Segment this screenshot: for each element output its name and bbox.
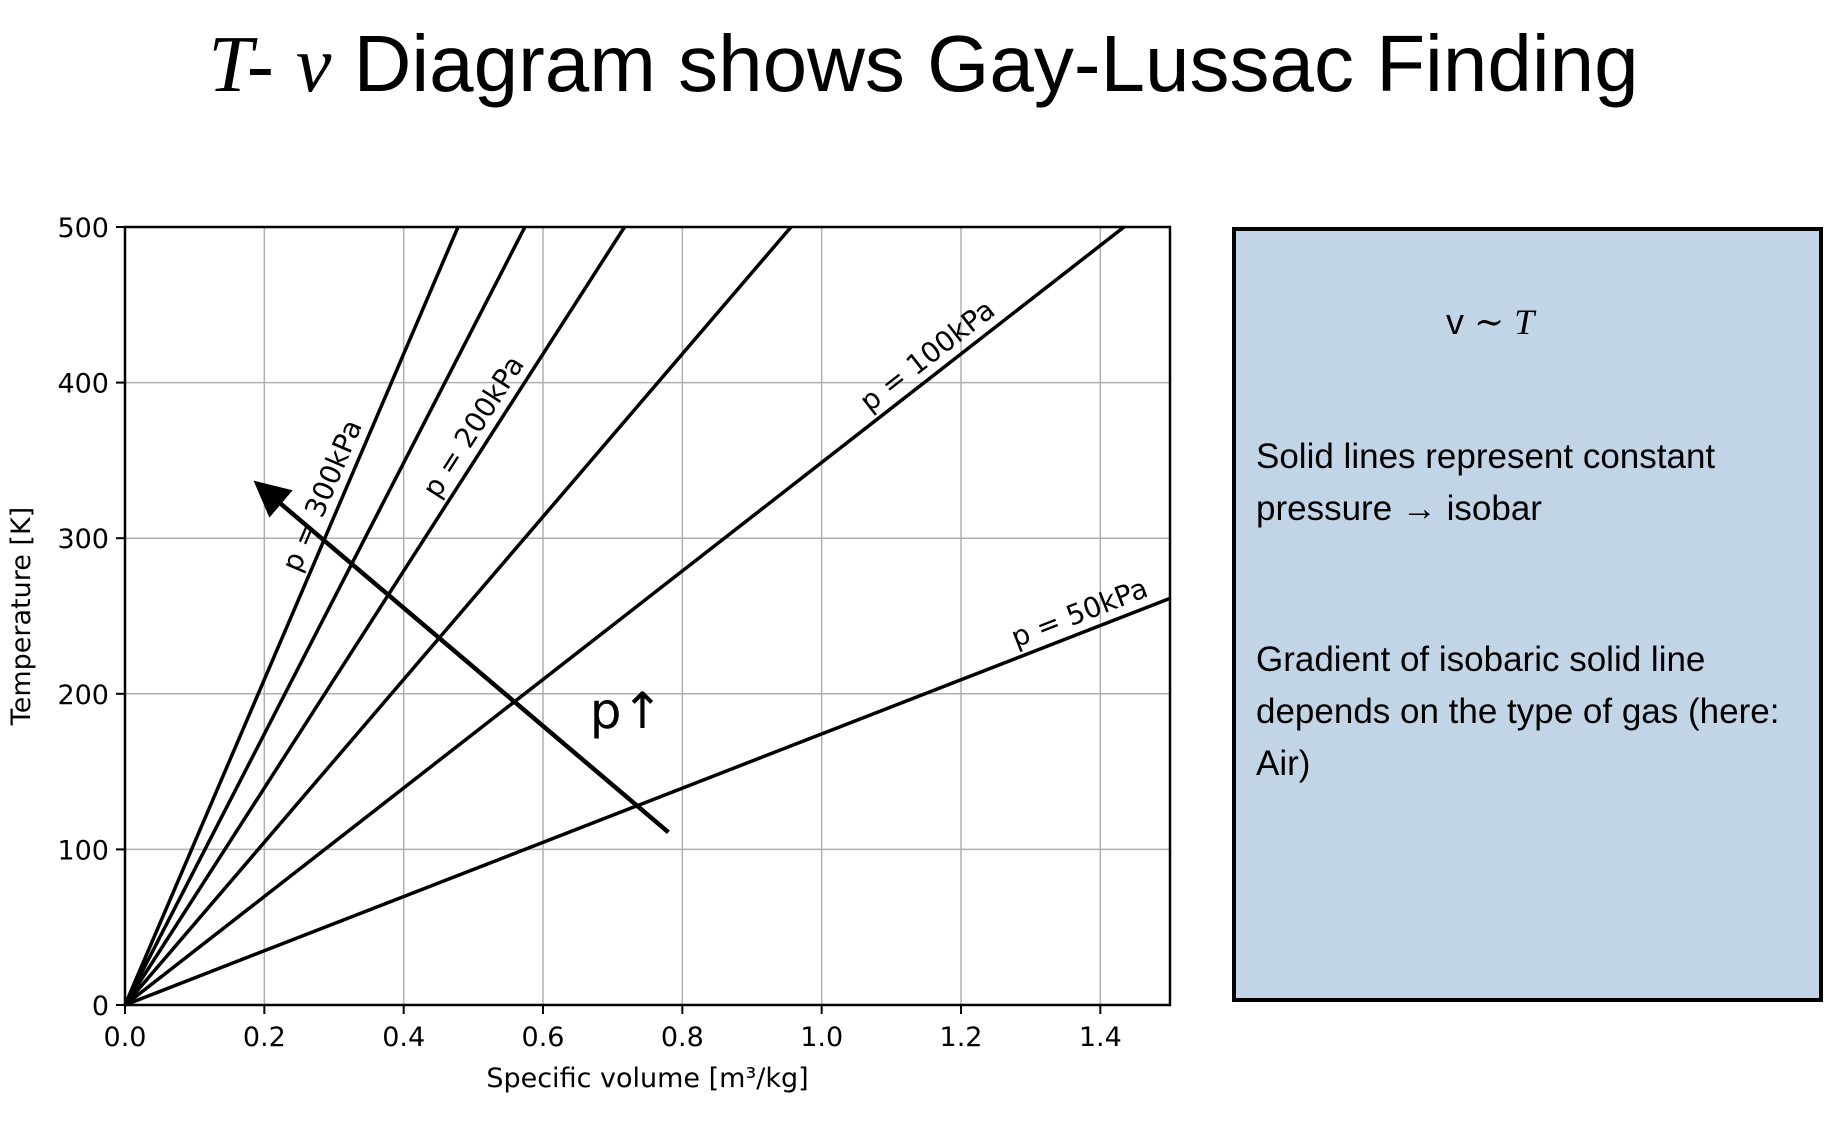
title-symbol-v: v [295, 21, 332, 109]
chart-series [123, 225, 1171, 1007]
x-tick-label: 0.8 [661, 1022, 704, 1053]
x-tick-label: 0.4 [382, 1022, 425, 1053]
note-gradient-text: Gradient of isobaric solid line depends … [1256, 640, 1780, 783]
x-tick-label: 1.0 [800, 1022, 843, 1053]
y-tick-label: 400 [57, 369, 109, 400]
isobar-line [123, 226, 527, 1006]
x-axis-ticks: 0.0 0.2 0.4 0.6 0.8 1.0 1.2 1.4 [104, 1005, 1122, 1053]
y-axis-label: Temperature [K] [6, 507, 37, 726]
isobar-label: p = 100kPa [853, 293, 1001, 418]
x-tick-label: 1.2 [940, 1022, 983, 1053]
y-tick-label: 100 [57, 835, 109, 866]
isobar-line [124, 596, 1171, 1007]
x-tick-label: 0.6 [522, 1022, 565, 1053]
y-tick-label: 500 [57, 213, 109, 244]
y-axis-ticks: 0 100 200 300 400 500 [57, 213, 125, 1022]
isobar-label: p = 200kPa [416, 350, 531, 504]
x-tick-label: 0.0 [104, 1022, 147, 1053]
chart-grid [124, 226, 1170, 1006]
isobar-line [123, 226, 460, 1006]
x-tick-label: 1.4 [1079, 1022, 1122, 1053]
note-isobar-text: Solid lines represent constant pressure … [1256, 437, 1716, 528]
note-box: v ~ T Solid lines represent constant pre… [1232, 227, 1823, 1002]
title-text: Diagram shows Gay-Lussac Finding [353, 19, 1639, 108]
isobar-label: p = 300kPa [275, 415, 369, 576]
formula-tilde: ~ [1474, 302, 1505, 343]
isobar-line [123, 226, 626, 1006]
isobar-line [123, 225, 793, 1007]
y-tick-label: 300 [57, 524, 109, 555]
formula-T: T [1514, 302, 1535, 342]
pressure-arrow [253, 480, 670, 835]
title-dash: - [246, 21, 274, 109]
page-title: T- v Diagram shows Gay-Lussac Finding [0, 18, 1847, 111]
x-tick-label: 0.2 [243, 1022, 286, 1053]
pressure-arrow-label: p↑ [590, 682, 664, 740]
y-tick-label: 0 [92, 991, 109, 1022]
proportionality-formula: v ~ T [1446, 301, 1534, 343]
chart-annotations: p↑ [253, 480, 670, 835]
title-symbol-T: T [208, 21, 247, 109]
x-axis-label: Specific volume [m³/kg] [486, 1063, 808, 1094]
y-tick-label: 200 [57, 680, 109, 711]
plot-frame [123, 225, 1172, 1007]
formula-v: v [1446, 301, 1464, 342]
isobar-line [123, 225, 1126, 1007]
